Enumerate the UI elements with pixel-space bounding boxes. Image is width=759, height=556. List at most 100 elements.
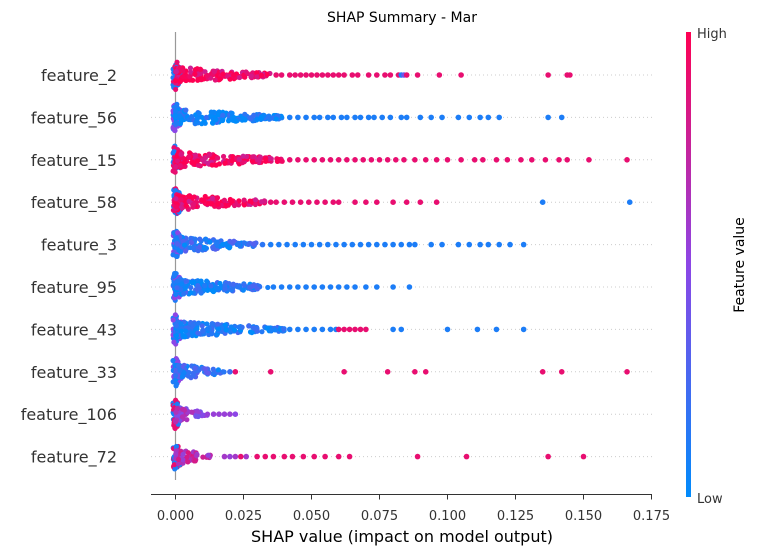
shap-point: [278, 72, 285, 78]
shap-point: [373, 284, 380, 290]
shap-point: [211, 68, 217, 74]
shap-point: [262, 453, 269, 460]
shap-point: [270, 453, 277, 460]
shap-point: [267, 369, 274, 375]
shap-point: [319, 326, 326, 333]
shap-point: [195, 162, 202, 168]
shap-point: [231, 72, 237, 78]
shap-point: [190, 373, 196, 379]
shap-point: [363, 284, 369, 290]
shap-point: [278, 284, 285, 290]
shap-point: [344, 114, 350, 121]
shap-point: [222, 282, 228, 288]
shap-point: [209, 321, 215, 327]
shap-point: [227, 453, 233, 460]
shap-point: [264, 71, 270, 77]
shap-point: [352, 114, 358, 121]
shap-point: [172, 373, 179, 379]
shap-point: [545, 453, 551, 460]
shap-point: [330, 114, 337, 121]
shap-point: [239, 160, 246, 166]
shap-point: [222, 160, 228, 166]
shap-point: [243, 453, 250, 460]
shap-point: [196, 110, 202, 117]
shap-point: [184, 454, 190, 460]
shap-point: [203, 114, 209, 120]
shap-point: [216, 411, 222, 418]
shap-point: [188, 284, 194, 291]
shap-point: [346, 326, 353, 333]
shap-point: [187, 150, 193, 156]
shap-point: [286, 326, 293, 333]
colorbar-high-label: High: [697, 27, 727, 42]
shap-point: [556, 157, 562, 163]
shap-point: [173, 409, 179, 415]
shap-point: [314, 72, 320, 78]
shap-point: [252, 283, 258, 289]
shap-point: [240, 153, 246, 159]
shap-point: [272, 327, 278, 333]
shap-point: [227, 411, 233, 418]
shap-point: [384, 157, 391, 163]
shap-point: [220, 71, 226, 77]
shap-point: [297, 199, 304, 205]
shap-point: [193, 413, 199, 419]
shap-point: [226, 245, 232, 251]
shap-point: [586, 157, 592, 163]
shap-point: [311, 284, 318, 290]
shap-point: [341, 326, 347, 333]
shap-point: [174, 59, 180, 65]
shap-point: [220, 112, 226, 118]
shap-point: [545, 72, 551, 78]
shap-point: [539, 199, 546, 205]
shap-point: [174, 401, 180, 407]
shap-point: [189, 114, 195, 120]
shap-point: [295, 284, 301, 290]
shap-point: [210, 120, 216, 126]
x-axis-label: SHAP value (impact on model output): [251, 527, 553, 546]
shap-point: [382, 241, 388, 248]
shap-point: [305, 199, 312, 205]
shap-point: [173, 443, 180, 450]
shap-point: [275, 156, 281, 162]
shap-point: [496, 241, 502, 248]
shap-point: [390, 326, 396, 333]
shap-point: [215, 321, 221, 327]
shap-point: [471, 157, 478, 163]
shap-point: [194, 158, 201, 164]
shap-point: [335, 326, 342, 333]
feature-label: feature_106: [21, 405, 117, 425]
shap-point: [357, 114, 364, 121]
shap-point: [184, 278, 190, 284]
shap-point: [311, 157, 318, 163]
x-tick-label: 0.150: [565, 509, 602, 524]
shap-point: [384, 369, 391, 375]
shap-point: [200, 454, 206, 460]
chart-title: SHAP Summary - Mar: [327, 10, 477, 26]
shap-point: [270, 284, 277, 290]
shap-point: [558, 369, 565, 375]
shap-point: [363, 326, 369, 333]
shap-point: [360, 157, 366, 163]
shap-point: [436, 72, 443, 78]
shap-point: [220, 153, 227, 160]
shap-point: [466, 114, 473, 121]
shap-point: [292, 241, 298, 248]
shap-point: [335, 157, 342, 163]
shap-point: [504, 157, 511, 163]
shap-point: [259, 329, 265, 335]
shap-point: [349, 72, 356, 78]
shap-point: [188, 69, 194, 75]
shap-point: [180, 68, 186, 74]
shap-point: [286, 157, 293, 163]
shap-point: [267, 199, 274, 205]
shap-point: [338, 114, 345, 121]
shap-point: [222, 322, 229, 328]
shap-point: [300, 453, 307, 460]
shap-point: [458, 72, 464, 78]
shap-point: [357, 241, 364, 248]
shap-point: [180, 74, 186, 80]
shap-point: [194, 326, 200, 332]
shap-point: [458, 157, 464, 163]
